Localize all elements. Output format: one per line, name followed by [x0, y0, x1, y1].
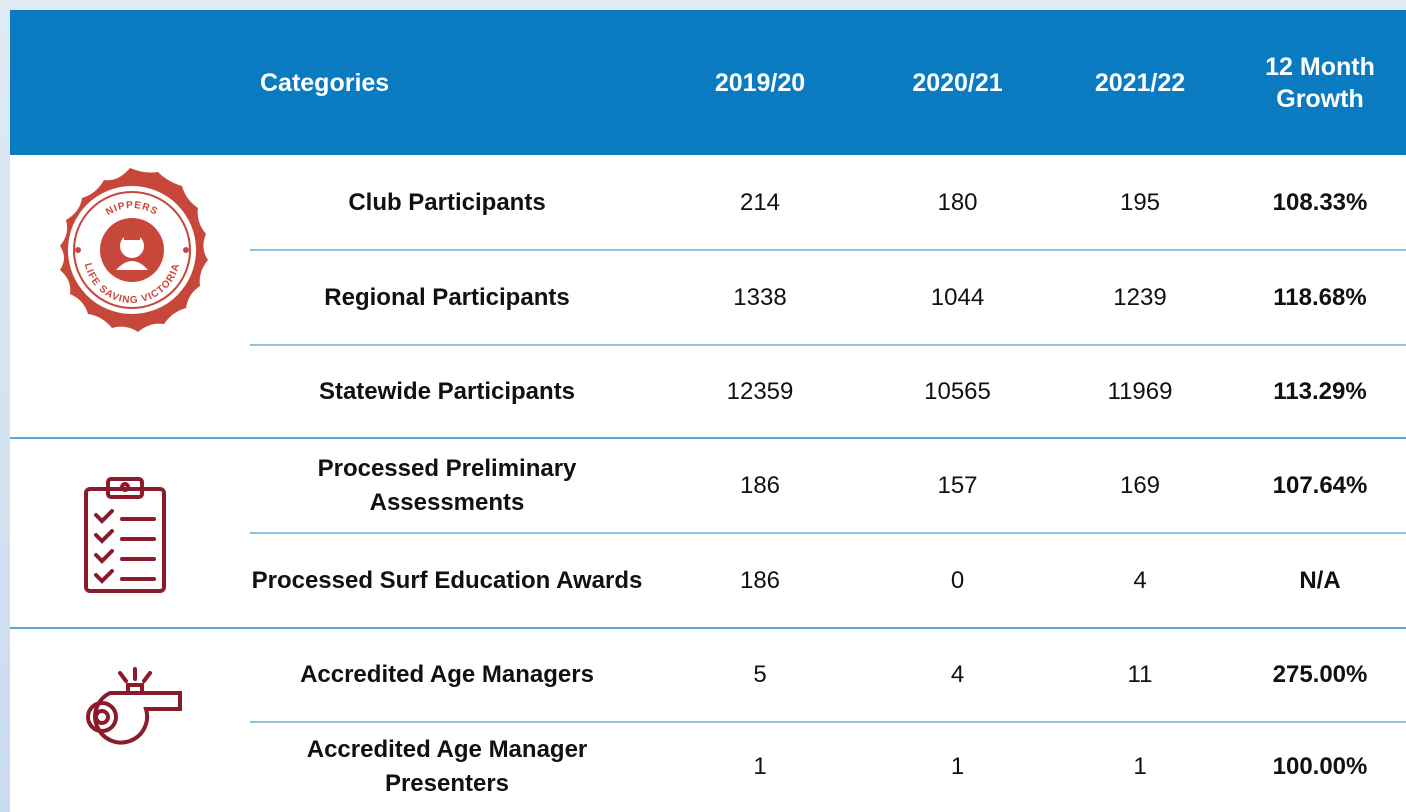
header-cell: 2020/21: [912, 68, 1003, 97]
value-cell: 186: [739, 471, 781, 499]
value-cell: 11: [1127, 661, 1153, 688]
value-cell: 1338: [733, 283, 787, 311]
row-label: Accredited Age Manager Presenters: [306, 736, 588, 797]
header-cell: 2019/20: [714, 68, 806, 97]
value-cell: 4: [1133, 566, 1147, 594]
row-label: Processed Surf Education Awards: [251, 566, 643, 594]
header-categories: Categories: [260, 68, 390, 97]
row-separator: [250, 721, 1406, 723]
growth-cell: 113.29%: [1273, 377, 1367, 405]
row-label: Processed Preliminary Assessments: [317, 454, 577, 516]
group-separator: [10, 437, 1406, 439]
value-cell: 157: [937, 471, 978, 499]
growth-cell: 107.64%: [1272, 471, 1368, 499]
row-label: Accredited Age Managers: [300, 661, 594, 688]
value-cell: 11969: [1107, 377, 1173, 405]
value-cell: 4: [950, 661, 965, 688]
table-header: [10, 10, 1406, 155]
value-cell: 1044: [930, 283, 985, 311]
row-label: Club Participants: [348, 188, 546, 216]
value-cell: 1239: [1113, 283, 1167, 311]
value-cell: 1: [1133, 753, 1147, 780]
header-cell: 12 Month Growth: [1265, 52, 1375, 113]
value-cell: 214: [739, 188, 781, 216]
group-separator: [10, 627, 1406, 629]
growth-cell: 100.00%: [1272, 753, 1368, 780]
row-separator: [250, 344, 1406, 346]
row-separator: [250, 532, 1406, 534]
row-label: Statewide Participants: [318, 377, 576, 405]
value-cell: 186: [739, 566, 781, 594]
growth-cell: 108.33%: [1272, 188, 1368, 216]
growth-cell: 118.68%: [1273, 283, 1367, 311]
value-cell: 1: [753, 753, 767, 780]
value-cell: 10565: [924, 377, 991, 405]
whistle-icon: [86, 667, 182, 745]
value-cell: 195: [1119, 188, 1161, 216]
nippers-badge: NIPPERS LIFE SAVING VICTORIA: [60, 168, 208, 332]
growth-cell: N/A: [1299, 566, 1341, 594]
growth-cell: 275.00%: [1272, 661, 1368, 688]
row-separator: [250, 249, 1406, 251]
value-cell: 180: [937, 188, 978, 216]
table: NIPPERS LIFE SAVING VICTORIA Categories 2…: [10, 10, 1406, 812]
value-cell: 12359: [726, 377, 794, 405]
row-label: Regional Participants: [324, 283, 570, 311]
value-cell: 5: [753, 661, 767, 688]
value-cell: 1: [950, 753, 965, 780]
value-cell: 169: [1119, 471, 1161, 499]
clipboard-icon: [84, 477, 166, 593]
header-cell: 2021/22: [1094, 68, 1186, 97]
value-cell: 0: [950, 566, 965, 594]
